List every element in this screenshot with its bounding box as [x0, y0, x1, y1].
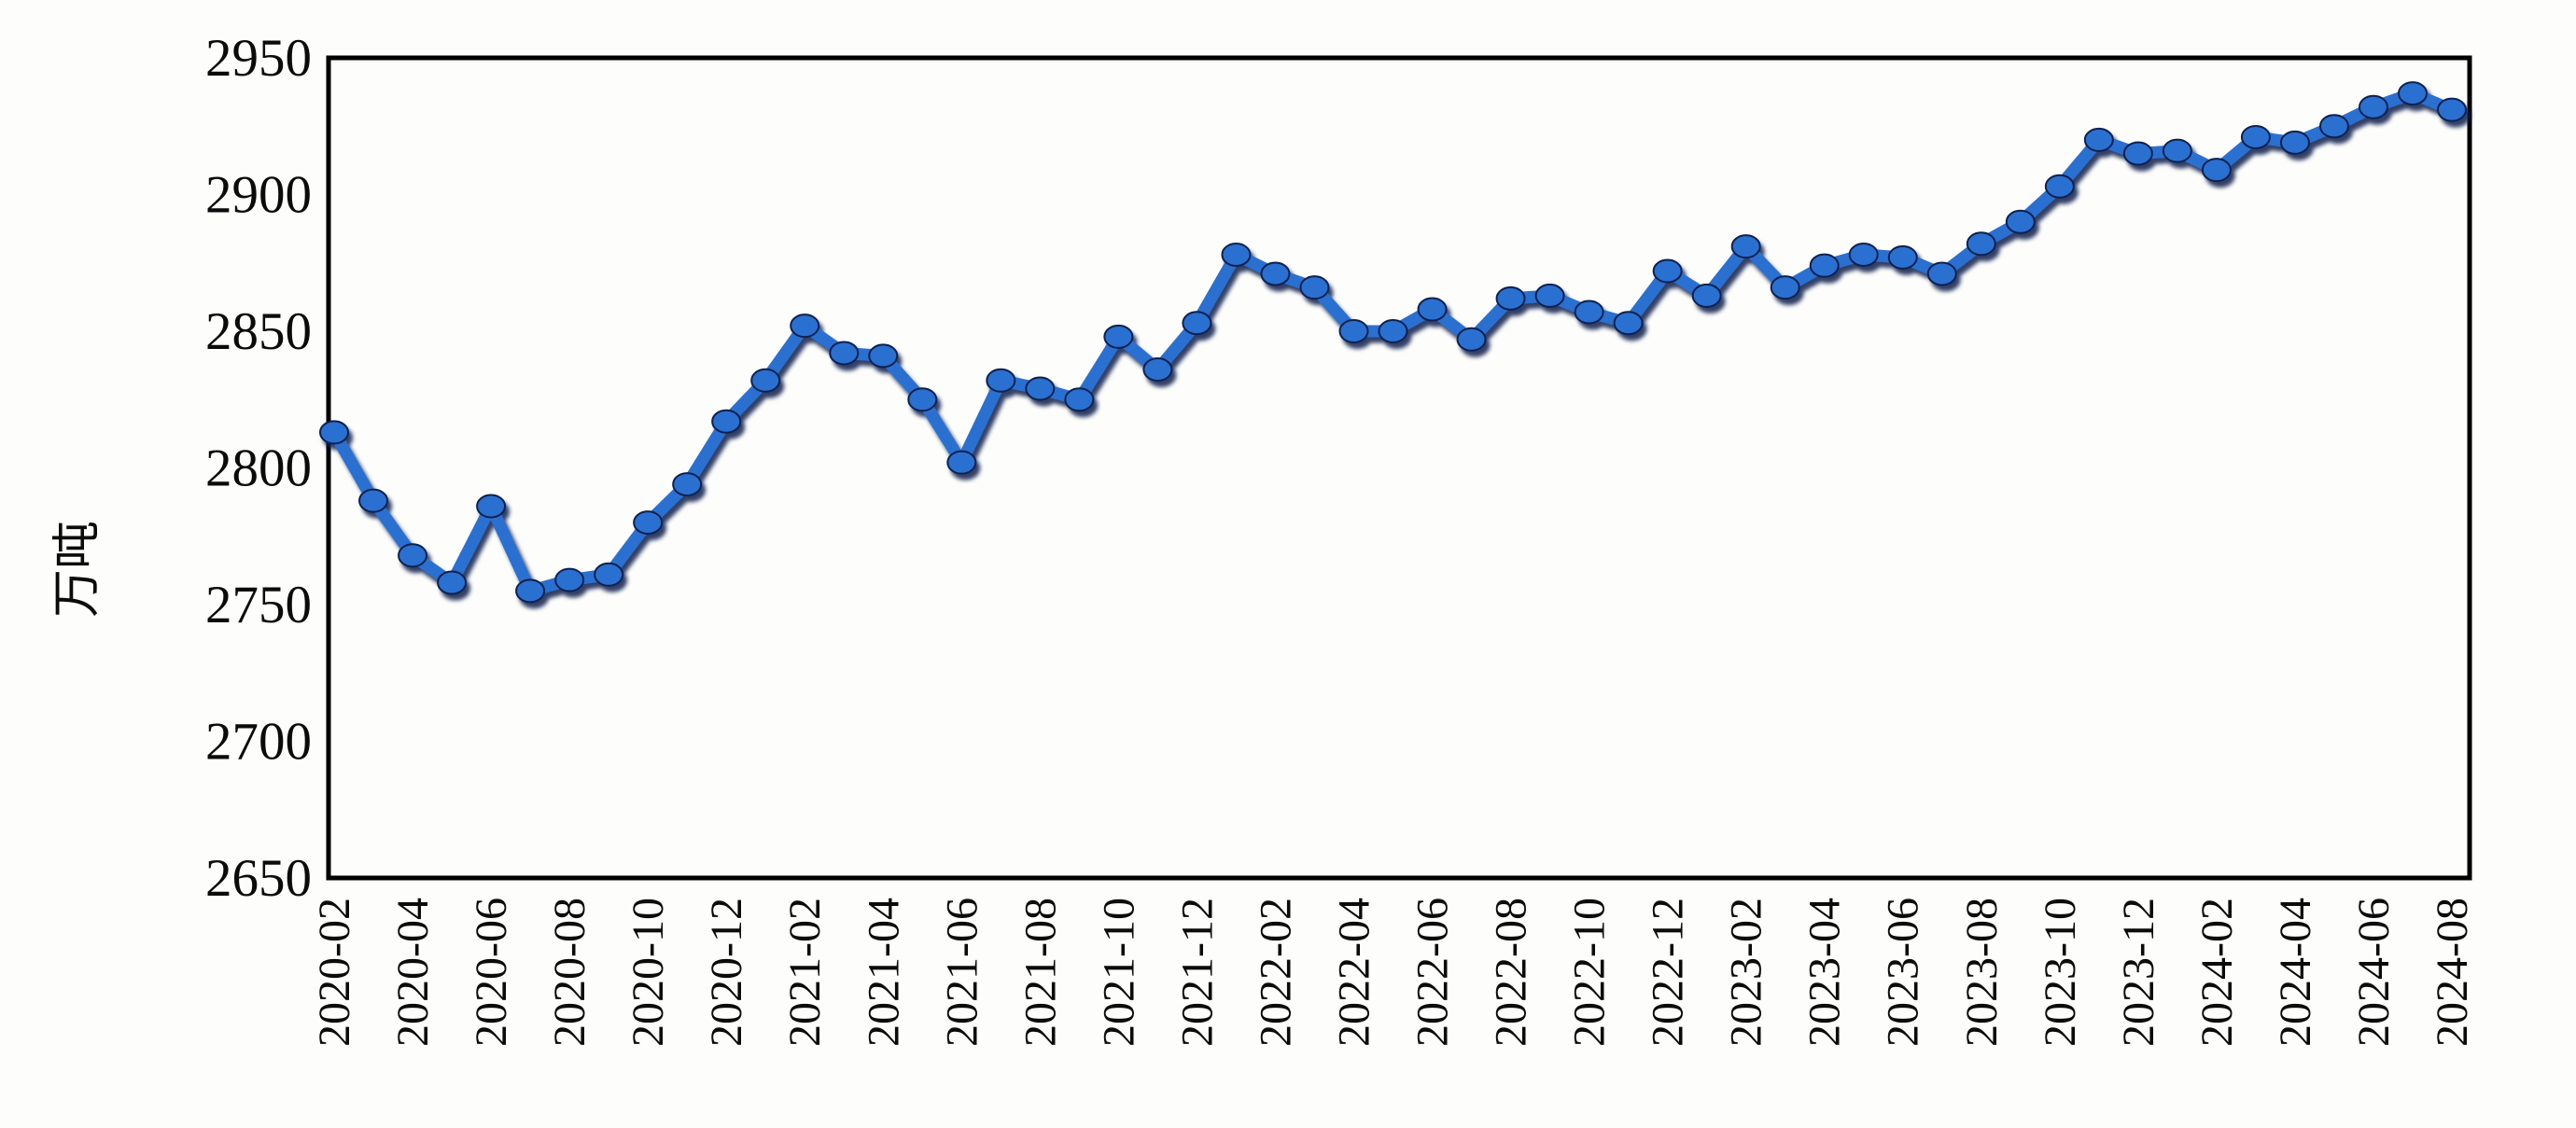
- data-point: [1378, 319, 1408, 343]
- data-point: [1025, 376, 1056, 401]
- data-point: [1652, 258, 1683, 284]
- data-point: [907, 387, 938, 412]
- data-point: [398, 543, 428, 568]
- x-tick-label: 2020-08: [545, 898, 595, 1047]
- data-series-group: [319, 81, 2467, 604]
- data-point: [1613, 311, 1644, 336]
- data-point: [1142, 357, 1173, 383]
- x-tick-label: 2023-02: [1722, 898, 1771, 1047]
- x-tick-label: 2024-02: [2192, 898, 2242, 1047]
- x-tick-label: 2024-04: [2271, 898, 2320, 1047]
- data-point: [554, 567, 585, 592]
- data-point: [1064, 387, 1095, 412]
- data-point: [1534, 283, 1565, 308]
- data-point: [1770, 275, 1800, 300]
- data-point: [790, 313, 820, 339]
- data-point: [2358, 94, 2388, 119]
- data-point: [2240, 124, 2271, 149]
- data-point: [1809, 253, 1840, 278]
- data-point: [672, 472, 703, 497]
- data-point: [1926, 261, 1957, 286]
- data-point: [2044, 174, 2075, 199]
- data-point: [1574, 299, 1604, 325]
- x-tick-label: 2022-02: [1251, 898, 1300, 1047]
- data-point: [319, 420, 349, 445]
- plot-border: [326, 55, 2472, 881]
- data-point: [1730, 234, 1761, 259]
- data-point: [476, 494, 507, 519]
- data-point: [1456, 327, 1487, 352]
- y-tick-label: 2800: [205, 439, 312, 498]
- x-tick-label: 2024-08: [2428, 898, 2477, 1047]
- data-point: [750, 368, 781, 393]
- data-point: [2162, 138, 2192, 163]
- x-tick-label: 2020-02: [310, 898, 359, 1047]
- y-tick-label: 2850: [205, 302, 312, 361]
- data-point: [1417, 297, 1448, 322]
- data-point: [1221, 242, 1252, 267]
- data-point: [946, 450, 977, 475]
- x-tick-label: 2023-06: [1879, 898, 1928, 1047]
- data-point: [1299, 275, 1330, 300]
- data-point: [1966, 231, 1996, 257]
- data-point: [829, 341, 860, 366]
- x-tick-label: 2022-06: [1408, 898, 1458, 1047]
- y-tick-label: 2750: [205, 576, 312, 634]
- x-tick-label: 2020-10: [623, 898, 673, 1047]
- data-point: [2318, 114, 2349, 139]
- x-tick-label: 2023-12: [2114, 898, 2163, 1047]
- x-tick-label: 2022-10: [1565, 898, 1615, 1047]
- x-tick-label: 2021-04: [859, 898, 908, 1047]
- x-tick-label: 2021-12: [1172, 898, 1222, 1047]
- x-tick-label: 2020-06: [467, 898, 516, 1047]
- data-point: [711, 409, 742, 434]
- x-tick-label: 2021-08: [1015, 898, 1065, 1047]
- data-point: [437, 570, 468, 595]
- data-point: [1495, 285, 1526, 311]
- x-tick-label: 2022-12: [1644, 898, 1693, 1047]
- data-point: [633, 510, 664, 536]
- data-point: [594, 562, 624, 587]
- data-point: [1848, 242, 1879, 267]
- x-tick-label: 2021-02: [780, 898, 830, 1047]
- data-point: [986, 368, 1016, 393]
- x-tick-label: 2023-08: [1957, 898, 2007, 1047]
- data-point: [2437, 97, 2467, 122]
- data-point: [1260, 261, 1291, 286]
- y-tick-label: 2700: [205, 713, 312, 772]
- data-point: [515, 578, 546, 604]
- data-point: [2122, 141, 2153, 166]
- x-tick-label: 2023-04: [1800, 898, 1850, 1047]
- x-tick-label: 2021-06: [937, 898, 987, 1047]
- data-point: [2083, 127, 2114, 152]
- data-point: [1103, 324, 1134, 349]
- data-point: [358, 488, 389, 513]
- data-point: [2201, 158, 2232, 183]
- x-tick-label: 2021-10: [1094, 898, 1143, 1047]
- data-point: [2397, 81, 2428, 106]
- data-point: [1887, 244, 1918, 270]
- x-tick-label: 2020-04: [388, 898, 438, 1047]
- data-point: [1691, 283, 1722, 308]
- y-tick-label: 2650: [205, 849, 312, 908]
- x-tick-label: 2024-06: [2349, 898, 2399, 1047]
- data-point: [2279, 130, 2310, 155]
- x-tick-label: 2020-12: [702, 898, 751, 1047]
- data-point: [1182, 311, 1212, 336]
- x-tick-label: 2023-10: [2036, 898, 2085, 1047]
- y-axis-title: 万吨: [51, 521, 105, 618]
- data-point: [1338, 319, 1369, 343]
- x-tick-label: 2022-04: [1329, 898, 1379, 1047]
- y-tick-label: 2950: [205, 29, 312, 88]
- y-tick-label: 2900: [205, 166, 312, 225]
- data-point: [2005, 209, 2036, 234]
- data-point: [868, 343, 899, 369]
- x-tick-label: 2022-08: [1487, 898, 1536, 1047]
